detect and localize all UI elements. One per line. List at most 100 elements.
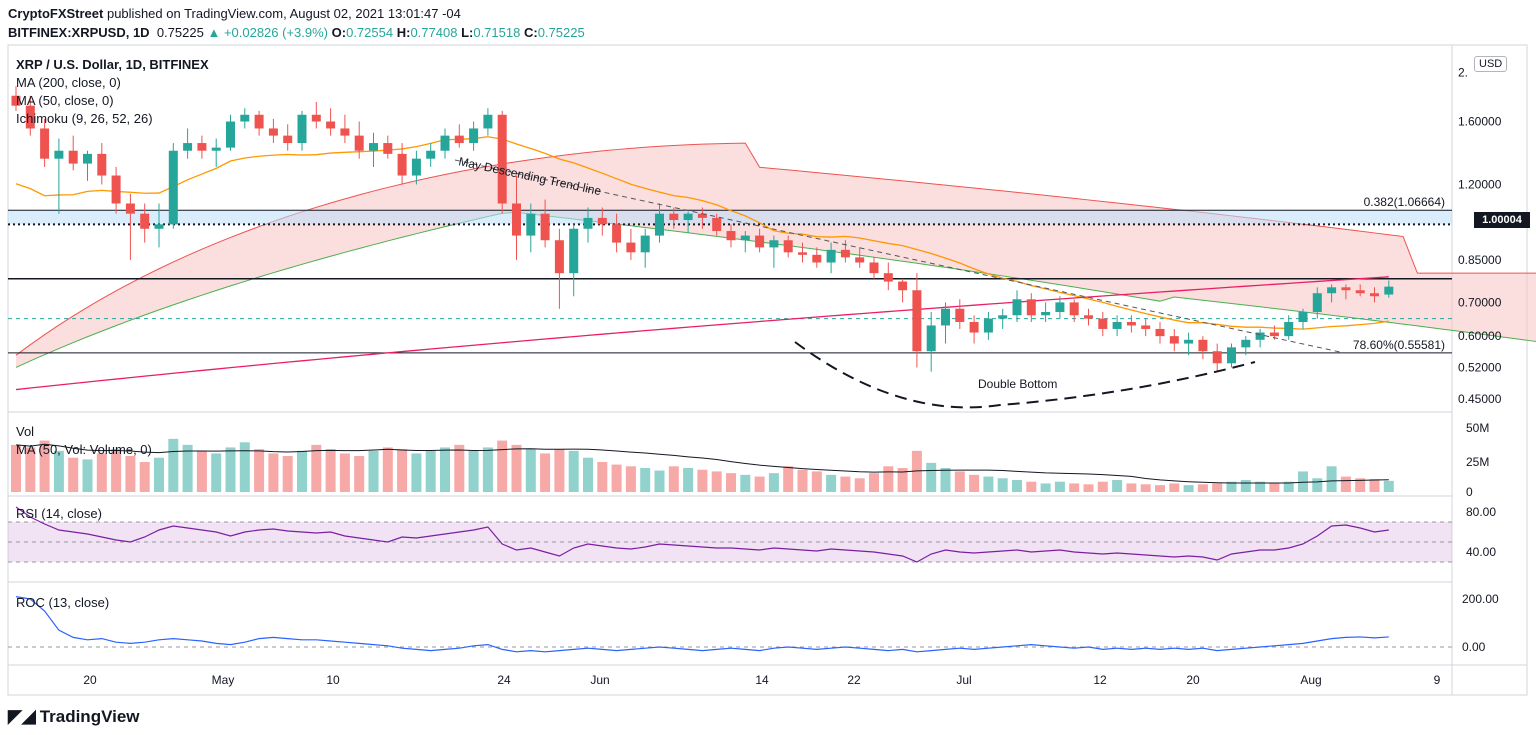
volume-bar: [869, 473, 879, 492]
volume-bar: [1283, 481, 1294, 492]
candle-body: [640, 235, 650, 253]
volume-bar: [39, 440, 50, 492]
candle-body: [755, 235, 765, 248]
volume-bar: [826, 474, 837, 492]
volume-bar: [797, 469, 808, 492]
legend-rsi[interactable]: RSI (14, close): [16, 506, 102, 521]
price-tick-label: 0.60000: [1458, 329, 1502, 343]
volume-bar: [1240, 480, 1251, 492]
candle-body: [1155, 328, 1165, 337]
candle-body: [497, 114, 507, 204]
candle-body: [140, 213, 150, 229]
legend-ma50[interactable]: MA (50, close, 0): [16, 93, 114, 108]
tv-logo-icon: ◤◢: [8, 706, 36, 726]
candle-body: [583, 217, 593, 229]
candle-body: [1126, 322, 1136, 326]
candle-body: [554, 240, 564, 274]
candle-body: [426, 150, 436, 159]
volume-bar: [625, 466, 636, 492]
volume-bar: [583, 457, 593, 492]
volume-bar: [1255, 481, 1266, 492]
legend-ichimoku[interactable]: Ichimoku (9, 26, 52, 26): [16, 111, 153, 126]
time-tick-label: 20: [1186, 673, 1200, 687]
volume-bar: [411, 453, 422, 492]
volume-bar: [1383, 480, 1394, 492]
candle-body: [1241, 339, 1251, 348]
candle-body: [712, 217, 722, 232]
volume-bar: [154, 457, 164, 492]
volume-bar: [640, 468, 651, 492]
volume-tick-label: 50M: [1466, 421, 1489, 435]
candle-body: [926, 325, 936, 352]
time-tick-label: May: [212, 673, 235, 687]
volume-bar: [668, 466, 679, 492]
legend-roc[interactable]: ROC (13, close): [16, 595, 110, 610]
tradingview-logo: ◤◢ TradingView: [8, 706, 140, 726]
volume-bar: [82, 459, 93, 492]
candle-body: [1370, 293, 1379, 297]
candle-body: [683, 213, 693, 221]
roc-line: [15, 596, 1389, 653]
price-tick-label: 0.45000: [1458, 392, 1502, 406]
current-price-tag: 1.00004: [1474, 212, 1530, 228]
volume-bar: [540, 453, 551, 492]
volume-bar: [440, 447, 450, 492]
double-bottom-label: Double Bottom: [978, 377, 1057, 391]
candle-body: [340, 128, 350, 136]
candle-body: [183, 143, 193, 151]
price-tick-label: 1.60000: [1458, 115, 1502, 129]
symbol: BITFINEX:XRPUSD, 1D: [8, 25, 150, 40]
volume-bar: [11, 444, 21, 492]
candle-body: [969, 322, 979, 333]
candle-body: [1184, 339, 1194, 344]
volume-bar: [268, 453, 279, 492]
candle-body: [1355, 290, 1365, 294]
volume-bar: [139, 462, 150, 492]
volume-bar: [1097, 481, 1108, 492]
candle-body: [983, 318, 993, 333]
volume-bar: [511, 444, 522, 492]
volume-bar: [168, 438, 179, 492]
candle-body: [798, 252, 807, 255]
fib-786-label: 78.60%(0.55581): [1353, 338, 1445, 352]
candle-body: [440, 135, 450, 151]
change: +0.02826 (+3.9%): [223, 25, 329, 40]
volume-bar: [125, 456, 136, 492]
candle-body: [769, 240, 779, 248]
candle-body: [197, 143, 207, 151]
candle-body: [697, 213, 707, 218]
volume-bar: [969, 474, 980, 492]
candle-body: [240, 114, 250, 122]
volume-bar: [683, 468, 694, 492]
currency-badge[interactable]: USD: [1474, 56, 1508, 72]
last-price: 0.75225: [156, 25, 204, 40]
candle-body: [1098, 318, 1108, 329]
time-tick-label: Jun: [590, 673, 609, 687]
publisher-line: CryptoFXStreet published on TradingView.…: [8, 6, 461, 21]
time-tick-label: Aug: [1300, 673, 1321, 687]
volume-bar: [726, 473, 736, 492]
volume-bar: [1012, 480, 1022, 492]
volume-bar: [339, 453, 350, 492]
time-tick-label: 14: [755, 673, 769, 687]
volume-bar: [468, 450, 479, 492]
volume-bar: [568, 450, 579, 492]
legend-ma200[interactable]: MA (200, close, 0): [16, 75, 121, 90]
volume-bar: [654, 470, 665, 492]
legend-vol-ma[interactable]: MA (50, Vol: Volume, 0): [16, 442, 152, 457]
volume-bar: [554, 449, 565, 492]
volume-bar: [211, 453, 222, 492]
fib-382-label: 0.382(1.06664): [1364, 195, 1445, 209]
volume-bar: [740, 474, 751, 492]
double-bottom-curve: [794, 341, 1256, 409]
volume-bar: [1069, 483, 1080, 492]
rsi-tick-label: 80.00: [1466, 505, 1496, 519]
volume-bar: [225, 447, 236, 492]
volume-bar: [768, 473, 779, 492]
volume-bar: [926, 462, 937, 492]
candle-body: [111, 175, 121, 204]
volume-bar: [983, 476, 994, 492]
legend-vol[interactable]: Vol: [16, 424, 35, 439]
ma200-line: [15, 276, 1389, 391]
